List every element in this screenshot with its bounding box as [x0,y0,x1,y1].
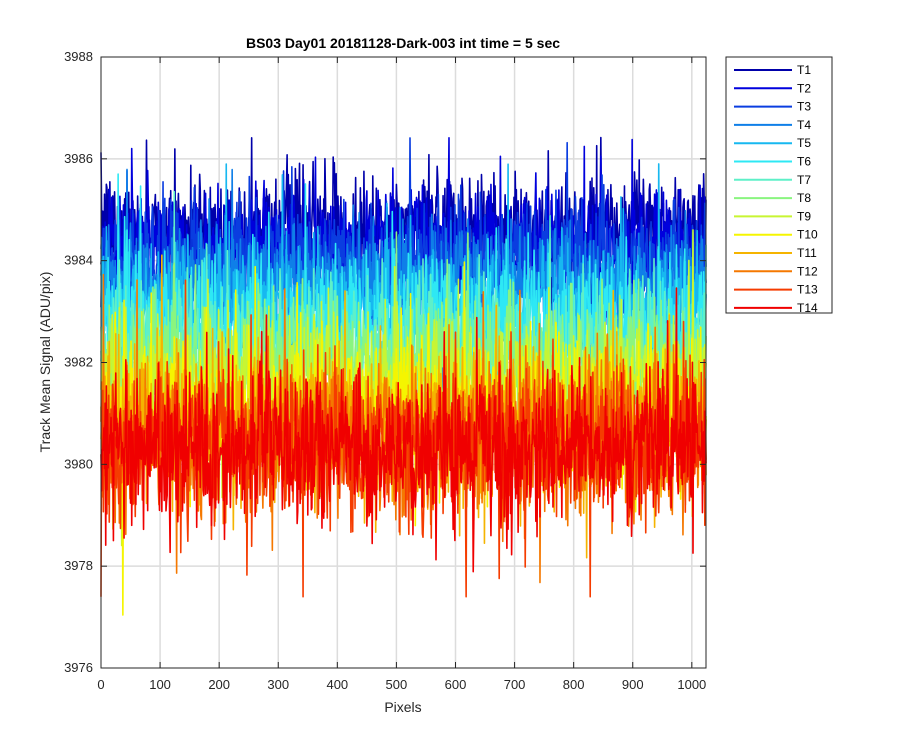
axis-ticks: 0 100 200 300 400 500 600 700 800 900 1000 3976 3978… [64,49,706,692]
x-tick-label: 100 [149,677,171,692]
y-tick-label: 3976 [64,660,93,675]
y-tick-label: 3986 [64,151,93,166]
x-tick-label: 400 [326,677,348,692]
x-tick-label: 300 [267,677,289,692]
legend: T1 T2 T3 T4 T5 T6 T7 T8 T9 T10 T11 T12 T13 T14 [725,56,833,315]
legend-label-t8: T8 [797,191,811,205]
x-tick-label: 900 [622,677,644,692]
legend-label-t6: T6 [797,155,811,169]
series-lines [100,136,707,616]
x-axis-title: Pixels [384,699,421,715]
x-tick-label: 500 [386,677,408,692]
legend-label-t4: T4 [797,118,811,132]
legend-label-t5: T5 [797,136,811,150]
y-tick-label: 3978 [64,558,93,573]
x-tick-label: 0 [97,677,104,692]
legend-label-t10: T10 [797,228,818,242]
x-tick-label: 1000 [677,677,706,692]
legend-label-t2: T2 [797,81,811,95]
y-axis-title: Track Mean Signal (ADU/pix) [37,272,53,453]
legend-label-t12: T12 [797,264,818,278]
x-tick-label: 600 [445,677,467,692]
x-tick-label: 800 [563,677,585,692]
series-line-t14 [100,287,707,573]
x-tick-label: 200 [208,677,230,692]
y-tick-label: 3988 [64,49,93,64]
legend-label-t3: T3 [797,100,811,114]
y-tick-label: 3984 [64,253,93,268]
legend-label-t13: T13 [797,283,818,297]
legend-label-t11: T11 [797,246,817,260]
chart-title: BS03 Day01 20181128-Dark-003 int time = … [246,35,560,51]
legend-label-t14: T14 [797,301,818,315]
legend-label-t9: T9 [797,209,811,223]
y-tick-label: 3980 [64,456,93,471]
y-tick-label: 3982 [64,355,93,370]
legend-label-t7: T7 [797,173,811,187]
x-tick-label: 700 [504,677,526,692]
legend-label-t1: T1 [797,63,811,77]
